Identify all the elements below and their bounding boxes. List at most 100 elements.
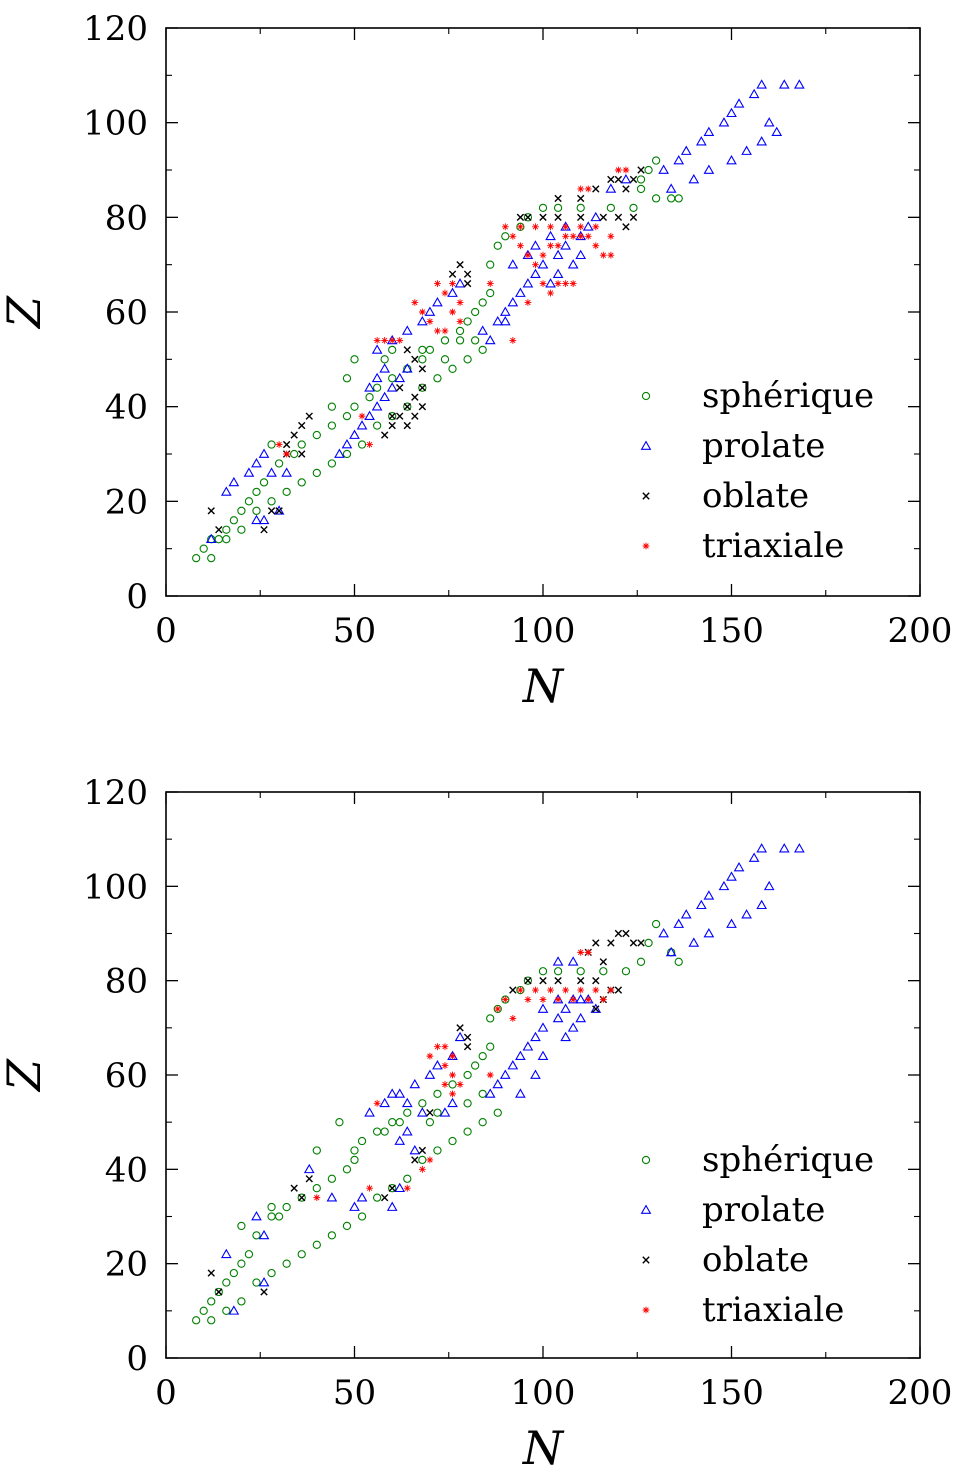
data-point: [388, 345, 397, 355]
x-tick-label: 150: [699, 611, 764, 651]
data-point: [637, 166, 645, 174]
data-point: [229, 1268, 239, 1278]
data-point: [463, 1070, 472, 1080]
data-point: [215, 1288, 223, 1296]
legend: sphérique prolate oblate triaxiale: [640, 1140, 874, 1330]
data-point: [554, 996, 562, 1003]
data-point: [237, 1221, 246, 1231]
data-point: [607, 986, 615, 994]
series-cross: [207, 929, 645, 1296]
data-point: [577, 194, 585, 203]
y-axis-label: Z: [0, 1058, 51, 1093]
data-point: [667, 194, 676, 203]
data-point: [567, 259, 579, 269]
legend-item: oblate: [642, 1240, 809, 1280]
data-point: [607, 232, 615, 240]
data-point: [599, 213, 608, 222]
data-point: [418, 1165, 426, 1173]
data-point: [486, 288, 495, 298]
data-point: [297, 478, 306, 487]
data-point: [515, 287, 526, 297]
data-point: [499, 315, 511, 326]
data-point: [215, 526, 223, 534]
data-point: [205, 533, 217, 544]
data-point: [220, 1248, 232, 1259]
data-point: [282, 1202, 291, 1212]
data-point: [629, 939, 638, 947]
data-point: [771, 126, 783, 136]
y-axis-label: Z: [0, 295, 51, 330]
data-point: [403, 346, 411, 354]
data-point: [222, 1306, 231, 1315]
y-tick-label: 40: [105, 388, 148, 428]
data-point: [386, 1088, 398, 1098]
data-point: [380, 1127, 389, 1136]
data-point: [303, 1163, 315, 1174]
data-point: [560, 1031, 571, 1042]
data-point: [493, 1004, 502, 1014]
data-point: [394, 1182, 406, 1193]
data-point: [222, 535, 231, 544]
data-point: [651, 156, 661, 165]
data-point: [290, 431, 298, 439]
data-point: [313, 1194, 321, 1202]
data-point: [470, 1061, 480, 1070]
data-point: [478, 1089, 487, 1099]
data-point: [350, 1155, 359, 1165]
data-point: [539, 213, 547, 222]
data-point: [569, 996, 577, 1003]
data-point: [532, 986, 539, 994]
data-point: [463, 1127, 472, 1136]
data-point: [388, 337, 396, 344]
data-point: [673, 918, 685, 928]
data-point: [622, 929, 630, 938]
data-point: [454, 278, 466, 288]
data-point: [298, 421, 306, 430]
data-point: [478, 345, 487, 355]
data-point: [237, 1297, 246, 1306]
data-point: [327, 421, 337, 430]
data-point: [424, 306, 436, 316]
data-point: [305, 412, 313, 420]
data-point: [584, 996, 592, 1003]
data-point: [509, 986, 517, 994]
data-point: [569, 232, 577, 240]
data-point: [516, 223, 524, 231]
data-point: [741, 145, 752, 155]
data-point: [267, 1268, 276, 1278]
data-point: [440, 355, 450, 364]
data-point: [629, 203, 638, 213]
data-point: [396, 337, 404, 344]
y-tick-label: 40: [105, 1150, 148, 1190]
data-point: [409, 1078, 421, 1089]
data-point: [434, 327, 441, 335]
data-point: [342, 1221, 352, 1231]
legend-marker: [640, 440, 652, 450]
data-point: [401, 1097, 413, 1108]
data-point: [418, 365, 427, 373]
data-point: [305, 1175, 313, 1183]
data-point: [379, 1097, 391, 1108]
y-tick-label: 120: [83, 9, 148, 49]
data-point: [417, 1107, 428, 1117]
data-point: [342, 1165, 352, 1174]
data-point: [463, 317, 472, 326]
data-point: [486, 280, 494, 287]
y-tick-label: 0: [126, 577, 148, 617]
data-point: [252, 487, 261, 497]
data-point: [403, 1174, 412, 1183]
data-point: [357, 440, 367, 449]
data-point: [244, 497, 254, 506]
data-point: [493, 1108, 502, 1117]
data-point: [327, 402, 337, 411]
data-point: [350, 402, 359, 411]
data-point: [220, 486, 232, 496]
data-point: [562, 986, 570, 994]
data-point: [371, 401, 383, 411]
data-point: [486, 260, 495, 269]
legend-label: sphérique: [702, 376, 874, 416]
data-point: [592, 1005, 600, 1013]
data-point: [388, 1184, 396, 1192]
data-point: [326, 1192, 338, 1202]
